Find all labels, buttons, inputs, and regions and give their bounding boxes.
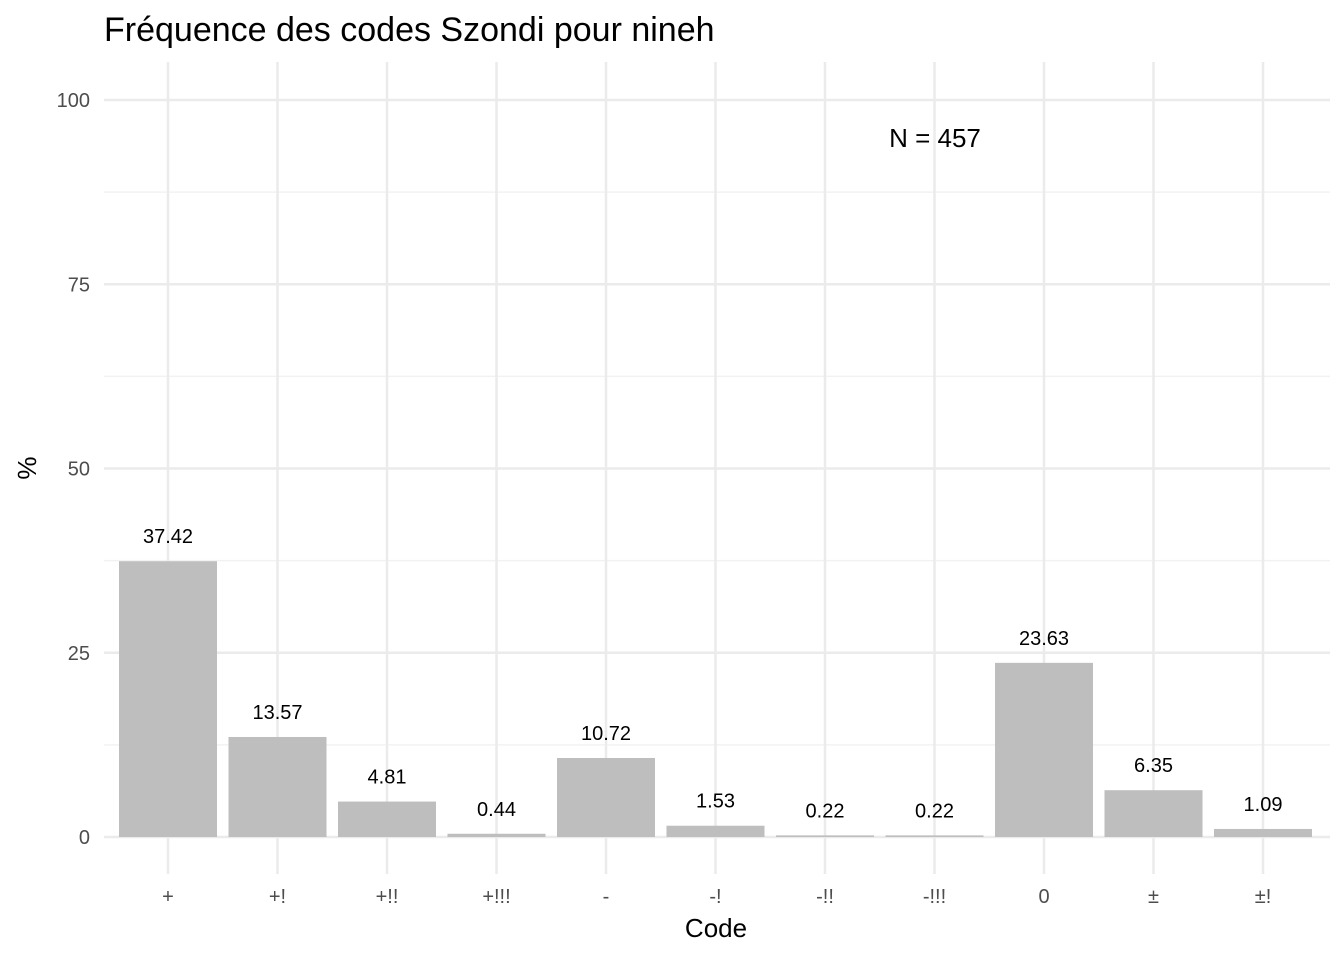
y-tick-label: 50 bbox=[68, 459, 90, 481]
chart-title: Fréquence des codes Szondi pour nineh bbox=[104, 11, 715, 49]
bar bbox=[1214, 828, 1312, 837]
data-label: 6.35 bbox=[1134, 755, 1173, 777]
bars bbox=[119, 561, 1312, 837]
bar bbox=[119, 561, 217, 837]
x-tick-label: +! bbox=[269, 886, 286, 908]
x-axis-title: Code bbox=[685, 913, 747, 943]
bar bbox=[776, 835, 874, 837]
x-tick-label: +!! bbox=[376, 886, 399, 908]
x-tick-label: -! bbox=[709, 886, 721, 908]
y-axis-title: % bbox=[12, 456, 42, 479]
y-tick-label: 25 bbox=[68, 643, 90, 665]
bar bbox=[228, 736, 327, 837]
x-tick-label: ± bbox=[1148, 886, 1159, 908]
data-label: 13.57 bbox=[252, 702, 302, 724]
data-label: 1.53 bbox=[696, 791, 735, 813]
bar bbox=[885, 835, 984, 837]
data-label: 1.09 bbox=[1244, 794, 1283, 816]
x-tick-label: -!! bbox=[816, 886, 834, 908]
data-label: 0.22 bbox=[806, 800, 845, 822]
bar bbox=[447, 833, 546, 837]
bar bbox=[666, 825, 765, 837]
x-tick-label: ±! bbox=[1255, 886, 1272, 908]
data-label: 23.63 bbox=[1019, 628, 1069, 650]
y-tick-label: 75 bbox=[68, 274, 90, 296]
bar bbox=[557, 757, 655, 837]
y-tick-label: 100 bbox=[57, 90, 90, 112]
x-tick-label: + bbox=[162, 886, 174, 908]
x-tick-label: -!!! bbox=[923, 886, 946, 908]
bar bbox=[1104, 790, 1203, 837]
data-labels: 37.42 13.57 4.81 0.44 10.72 1.53 0.22 0.22 23.63… bbox=[143, 526, 1283, 822]
data-label: 37.42 bbox=[143, 526, 193, 548]
bar bbox=[995, 662, 1093, 837]
data-label: 0.44 bbox=[477, 799, 516, 821]
y-tick-label: 0 bbox=[79, 827, 90, 849]
bar bbox=[338, 801, 436, 837]
x-tick-label: +!!! bbox=[482, 886, 510, 908]
data-label: 0.22 bbox=[915, 800, 954, 822]
sample-size-annotation: N = 457 bbox=[889, 123, 981, 153]
x-axis-ticks: + +! +!! +!!! - -! -!! -!!! 0 ± ±! bbox=[162, 886, 1271, 908]
data-label: 10.72 bbox=[581, 723, 631, 745]
x-tick-label: - bbox=[603, 886, 610, 908]
y-axis-ticks: 0 25 50 75 100 bbox=[57, 90, 90, 849]
data-label: 4.81 bbox=[368, 767, 407, 789]
x-tick-label: 0 bbox=[1038, 886, 1049, 908]
